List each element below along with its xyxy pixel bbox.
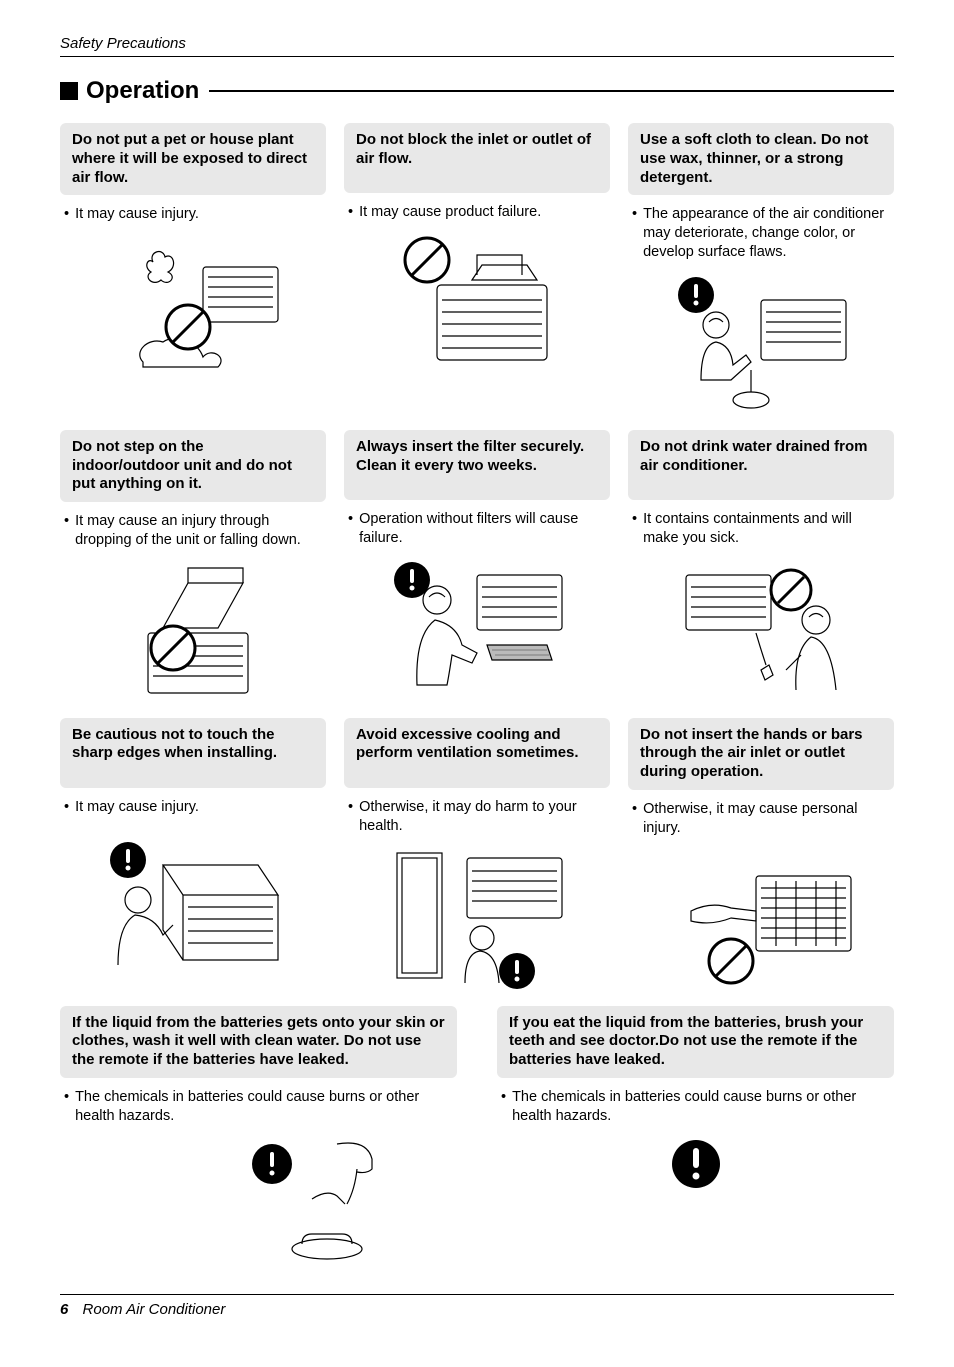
running-header: Safety Precautions — [60, 35, 894, 57]
warning-body: •Otherwise, it may cause personal injury… — [628, 790, 894, 838]
warning-body: •It may cause an injury through dropping… — [60, 502, 326, 550]
warning-body: •The chemicals in batteries could cause … — [60, 1078, 457, 1126]
warning-card: Do not insert the hands or bars through … — [628, 718, 894, 996]
prohibit-icon — [771, 570, 811, 610]
warning-text: It may cause an injury through dropping … — [75, 512, 322, 550]
warning-text: The appearance of the air conditioner ma… — [643, 205, 890, 262]
section-bullet-square — [60, 82, 78, 100]
warning-text: The chemicals in batteries could cause b… — [75, 1088, 453, 1126]
warning-card: Use a soft cloth to clean. Do not use wa… — [628, 123, 894, 420]
warning-text: It may cause injury. — [75, 798, 199, 817]
illustration — [60, 825, 326, 975]
warning-row-1: Do not put a pet or house plant where it… — [60, 123, 894, 420]
warning-title: Avoid excessive cooling and perform vent… — [344, 718, 610, 788]
warning-text: It contains containments and will make y… — [643, 510, 890, 548]
warning-card: Do not block the inlet or outlet of air … — [344, 123, 610, 420]
warning-card: Do not drink water drained from air cond… — [628, 430, 894, 708]
page-footer: 6 Room Air Conditioner — [60, 1294, 894, 1318]
prohibit-icon — [405, 238, 449, 282]
warning-title: Do not drink water drained from air cond… — [628, 430, 894, 500]
illustration — [60, 558, 326, 708]
warning-card: Do not put a pet or house plant where it… — [60, 123, 326, 420]
alert-icon — [394, 562, 430, 598]
warning-body: •It may cause injury. — [60, 195, 326, 224]
illustration — [628, 846, 894, 996]
warning-row-4: If the liquid from the batteries gets on… — [60, 1006, 894, 1264]
warning-body: •The chemicals in batteries could cause … — [497, 1078, 894, 1126]
warning-row-3: Be cautious not to touch the sharp edges… — [60, 718, 894, 996]
warning-body: •It may cause product failure. — [344, 193, 610, 222]
alert-icon — [499, 953, 535, 989]
alert-icon — [672, 1140, 720, 1188]
warning-body: •Otherwise, it may do harm to your healt… — [344, 788, 610, 836]
section-title-row: Operation — [60, 77, 894, 105]
page-number: 6 — [60, 1301, 68, 1318]
warning-text: It may cause injury. — [75, 205, 199, 224]
warning-body: •The appearance of the air conditioner m… — [628, 195, 894, 262]
illustration — [60, 1134, 457, 1264]
illustration — [628, 270, 894, 420]
warning-body: •It contains containments and will make … — [628, 500, 894, 548]
warning-card: If you eat the liquid from the batteries… — [497, 1006, 894, 1264]
warning-card: Avoid excessive cooling and perform vent… — [344, 718, 610, 996]
warning-title: Do not step on the indoor/outdoor unit a… — [60, 430, 326, 502]
warning-card: Always insert the filter securely. Clean… — [344, 430, 610, 708]
warning-text: Operation without filters will cause fai… — [359, 510, 606, 548]
warning-title: Do not block the inlet or outlet of air … — [344, 123, 610, 193]
alert-icon — [252, 1144, 292, 1184]
prohibit-icon — [709, 939, 753, 983]
warning-title: Do not put a pet or house plant where it… — [60, 123, 326, 195]
warning-title: If you eat the liquid from the batteries… — [497, 1006, 894, 1078]
prohibit-icon — [151, 626, 195, 670]
alert-icon — [110, 842, 146, 878]
warning-title: Always insert the filter securely. Clean… — [344, 430, 610, 500]
illustration — [344, 843, 610, 993]
section-title-rule — [209, 90, 894, 92]
warning-body: •It may cause injury. — [60, 788, 326, 817]
warning-row-2: Do not step on the indoor/outdoor unit a… — [60, 430, 894, 708]
illustration — [60, 232, 326, 382]
warning-card: Be cautious not to touch the sharp edges… — [60, 718, 326, 996]
warning-text: Otherwise, it may do harm to your health… — [359, 798, 606, 836]
illustration — [497, 1134, 894, 1194]
warning-text: Otherwise, it may cause personal injury. — [643, 800, 890, 838]
illustration — [344, 230, 610, 380]
warning-title: Be cautious not to touch the sharp edges… — [60, 718, 326, 788]
warning-title: Use a soft cloth to clean. Do not use wa… — [628, 123, 894, 195]
illustration — [344, 555, 610, 705]
warning-text: The chemicals in batteries could cause b… — [512, 1088, 890, 1126]
footer-text: Room Air Conditioner — [83, 1301, 226, 1318]
section-title: Operation — [86, 77, 199, 105]
prohibit-icon — [166, 305, 210, 349]
warning-body: •Operation without filters will cause fa… — [344, 500, 610, 548]
alert-icon — [678, 277, 714, 313]
warning-title: Do not insert the hands or bars through … — [628, 718, 894, 790]
illustration — [628, 555, 894, 705]
warning-title: If the liquid from the batteries gets on… — [60, 1006, 457, 1078]
warning-card: Do not step on the indoor/outdoor unit a… — [60, 430, 326, 708]
warning-text: It may cause product failure. — [359, 203, 541, 222]
warning-card: If the liquid from the batteries gets on… — [60, 1006, 457, 1264]
